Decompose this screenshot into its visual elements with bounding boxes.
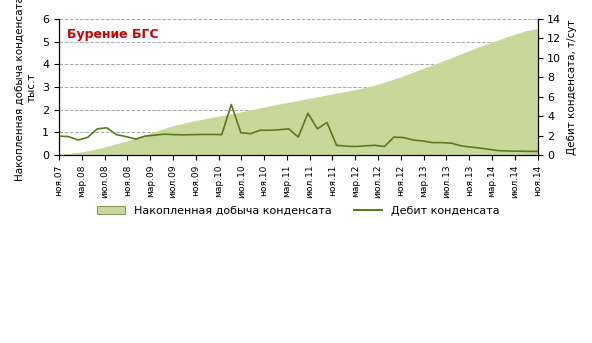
Text: Бурение БГС: Бурение БГС — [67, 28, 159, 41]
Y-axis label: Дебит конденсата, т/сут: Дебит конденсата, т/сут — [567, 19, 577, 155]
Y-axis label: Накопленная добыча конденсата,
тыс.т: Накопленная добыча конденсата, тыс.т — [15, 0, 37, 181]
Legend: Накопленная добыча конденсата, Дебит конденсата: Накопленная добыча конденсата, Дебит кон… — [93, 201, 504, 220]
